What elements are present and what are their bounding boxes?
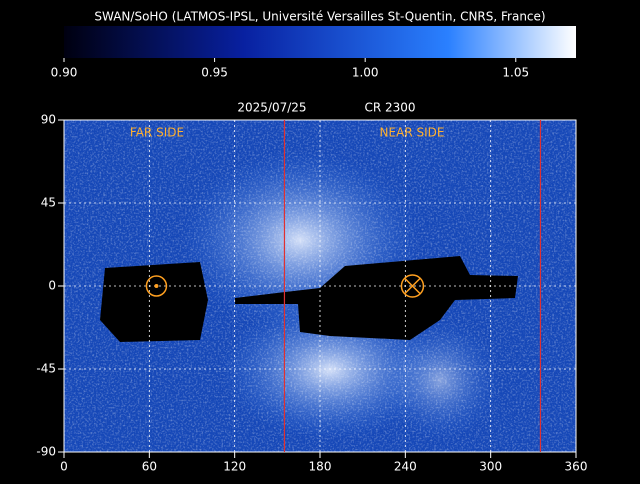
date: 2025/07/25 xyxy=(237,101,306,115)
y-tick-label: 0 xyxy=(48,279,56,293)
x-tick-label: 360 xyxy=(565,460,588,474)
far-marker xyxy=(145,275,168,297)
near-marker xyxy=(400,274,425,298)
y-tick-label: -45 xyxy=(36,362,56,376)
near-side-label: NEAR SIDE xyxy=(380,126,445,140)
far-marker-dot xyxy=(154,284,159,288)
far-side-label: FAR SIDE xyxy=(130,126,184,140)
colorbar-tick-label: 0.95 xyxy=(201,66,228,80)
y-tick-label: 90 xyxy=(41,113,56,127)
colorbar-tick-label: 1.00 xyxy=(352,66,379,80)
x-tick-label: 300 xyxy=(479,460,502,474)
colorbar-tick-label: 1.05 xyxy=(502,66,529,80)
near-marker-cross xyxy=(404,277,421,295)
colorbar xyxy=(64,26,576,58)
x-tick-label: 120 xyxy=(223,460,246,474)
y-tick-label: 45 xyxy=(41,196,56,210)
x-tick-label: 180 xyxy=(309,460,332,474)
x-tick-label: 0 xyxy=(60,460,68,474)
title: SWAN/SoHO (LATMOS-IPSL, Université Versa… xyxy=(94,10,545,24)
colorbar-tick-label: 0.90 xyxy=(51,66,78,80)
y-tick-label: -90 xyxy=(36,445,56,459)
x-tick-label: 60 xyxy=(142,460,157,474)
x-tick-label: 240 xyxy=(394,460,417,474)
rotation: CR 2300 xyxy=(364,101,415,115)
